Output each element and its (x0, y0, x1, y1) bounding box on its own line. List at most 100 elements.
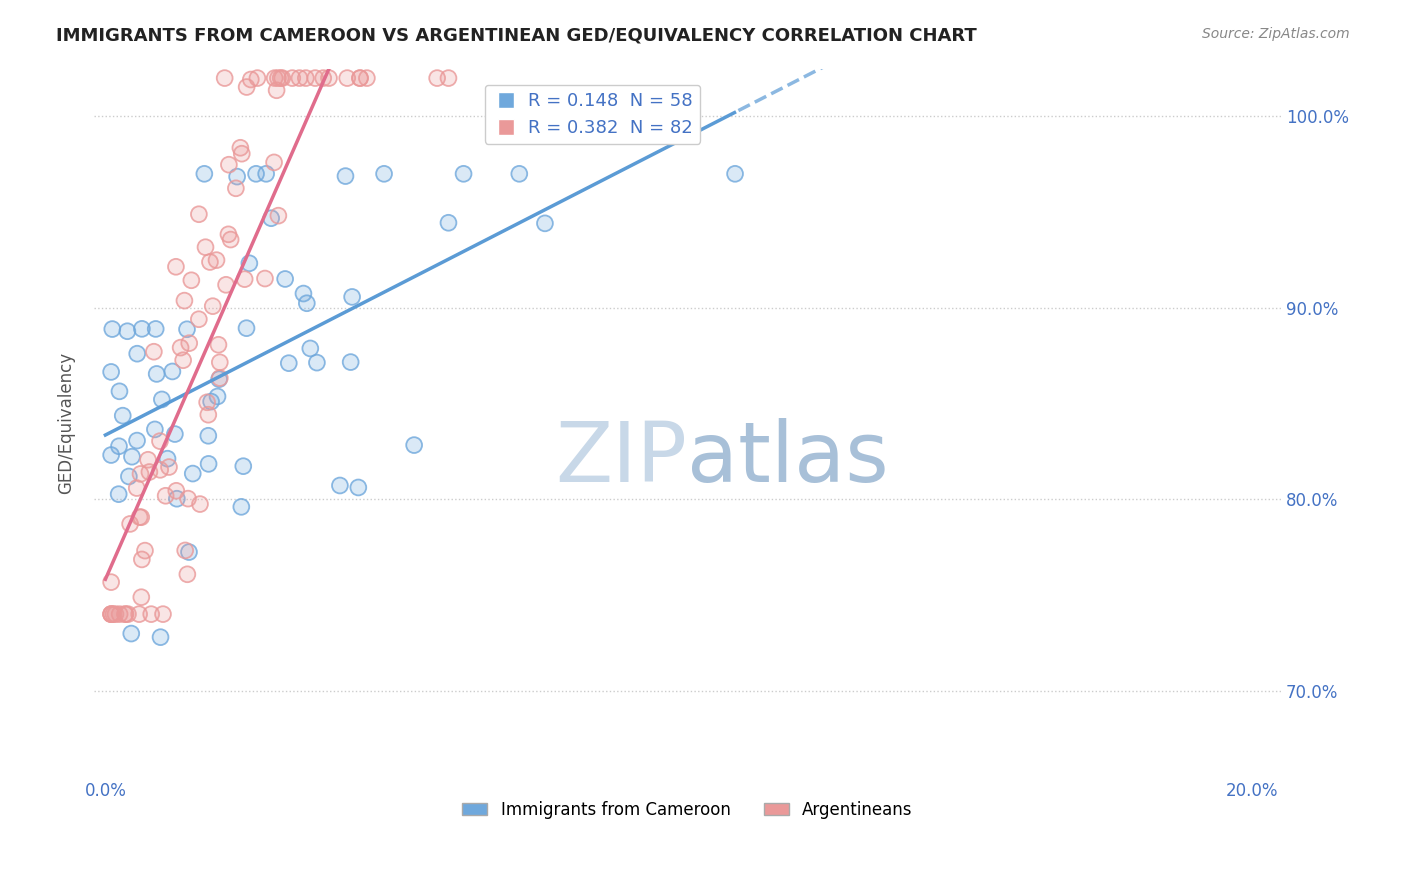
Point (180, 273, 202, 287)
Point (235, 80, 257, 95)
Point (197, 408, 219, 422)
Point (131, 591, 153, 605)
Point (177, 491, 200, 506)
Point (318, 71, 340, 86)
Point (188, 497, 211, 511)
Legend: Immigrants from Cameroon, Argentineans: Immigrants from Cameroon, Argentineans (456, 794, 920, 825)
Point (426, 71, 449, 86)
Point (508, 167, 530, 181)
Point (232, 459, 254, 474)
Point (142, 344, 165, 359)
Point (281, 71, 304, 86)
Point (111, 409, 134, 423)
Point (305, 356, 328, 370)
Point (117, 607, 139, 621)
Point (165, 260, 187, 274)
Point (127, 347, 149, 361)
Point (100, 607, 122, 621)
Point (118, 469, 141, 483)
Point (200, 394, 222, 409)
Point (270, 71, 292, 86)
Point (208, 372, 231, 386)
Point (129, 467, 152, 481)
Point (142, 344, 165, 359)
Point (208, 355, 231, 369)
Point (117, 324, 139, 338)
Point (149, 463, 172, 477)
Point (131, 552, 153, 566)
Point (347, 480, 370, 494)
Point (114, 607, 136, 621)
Point (437, 71, 460, 86)
Point (339, 355, 361, 369)
Point (138, 465, 160, 479)
Point (134, 543, 156, 558)
Point (329, 478, 352, 492)
Point (120, 626, 142, 640)
Point (312, 71, 335, 86)
Point (347, 480, 370, 494)
Point (131, 322, 153, 336)
Point (218, 158, 240, 172)
Point (155, 489, 177, 503)
Point (238, 256, 260, 270)
Point (181, 467, 204, 481)
Point (437, 216, 460, 230)
Point (214, 71, 236, 86)
Point (214, 71, 236, 86)
Point (198, 255, 221, 269)
Point (166, 491, 188, 506)
Point (281, 71, 304, 86)
Point (194, 240, 217, 254)
Point (239, 72, 262, 87)
Point (138, 465, 160, 479)
Point (295, 71, 318, 86)
Point (292, 286, 315, 301)
Point (336, 71, 359, 86)
Point (201, 299, 224, 313)
Point (208, 372, 231, 386)
Point (254, 167, 277, 181)
Point (100, 607, 122, 621)
Point (127, 347, 149, 361)
Point (205, 253, 228, 268)
Point (200, 394, 222, 409)
Point (318, 71, 340, 86)
Point (217, 227, 239, 242)
Point (131, 552, 153, 566)
Point (267, 71, 290, 86)
Point (335, 169, 357, 183)
Point (188, 497, 211, 511)
Point (179, 336, 201, 351)
Point (128, 510, 150, 524)
Point (100, 365, 122, 379)
Point (299, 342, 322, 356)
Point (108, 384, 131, 399)
Point (208, 355, 231, 369)
Point (724, 167, 747, 181)
Point (103, 607, 125, 621)
Point (129, 467, 152, 481)
Point (215, 277, 238, 292)
Point (145, 367, 167, 381)
Point (356, 71, 378, 86)
Point (267, 209, 290, 223)
Point (143, 422, 166, 436)
Text: Source: ZipAtlas.com: Source: ZipAtlas.com (1202, 27, 1350, 41)
Point (157, 460, 180, 475)
Point (349, 71, 371, 86)
Point (120, 626, 142, 640)
Point (108, 439, 131, 453)
Point (254, 167, 277, 181)
Point (246, 71, 269, 86)
Point (238, 256, 260, 270)
Point (349, 71, 371, 86)
Point (207, 389, 229, 403)
Text: ZIP: ZIP (555, 417, 688, 499)
Y-axis label: GED/Equivalency: GED/Equivalency (58, 351, 75, 494)
Point (263, 155, 285, 169)
Point (349, 71, 371, 86)
Point (145, 367, 167, 381)
Point (231, 500, 253, 514)
Point (437, 71, 460, 86)
